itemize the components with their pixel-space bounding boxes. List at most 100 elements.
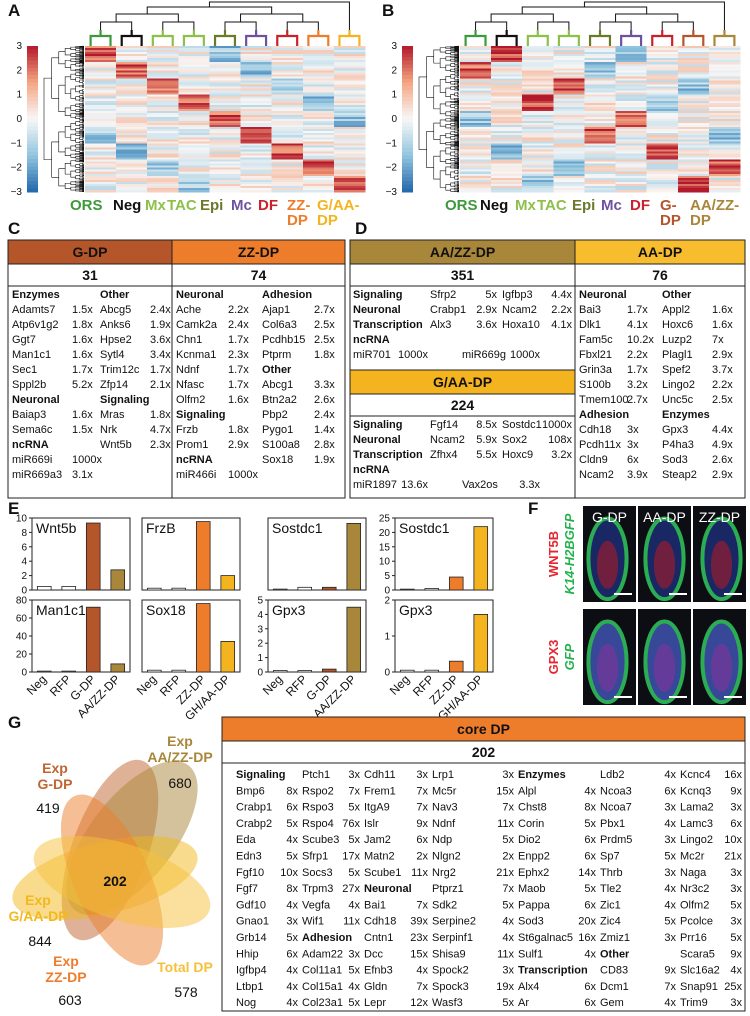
heatmap-cell [584, 133, 616, 136]
heatmap-cell [522, 155, 554, 158]
heatmap-cell [708, 70, 741, 73]
heatmap-cell [85, 167, 117, 170]
heatmap-cell [240, 52, 272, 55]
heatmap-cell [209, 137, 241, 140]
section-heading: Adhesion [262, 289, 312, 301]
color-scale-step [27, 75, 38, 80]
heatmap-cell [584, 46, 616, 49]
heatmap-cell [240, 137, 272, 140]
heatmap-cell [522, 110, 554, 114]
color-scale-step [27, 46, 38, 51]
section-heading: Adhesion [302, 932, 352, 944]
heatmap-cell [584, 173, 616, 177]
heatmap-cell [271, 48, 304, 51]
bar [61, 586, 77, 591]
heatmap-cell [677, 179, 710, 183]
gene: Zmiz1 [600, 932, 630, 944]
heatmap-cell [302, 165, 335, 168]
heatmap-cell [553, 92, 585, 95]
heatmap-cell [708, 108, 741, 112]
gene: Bai1 [364, 899, 386, 911]
color-scale-step [402, 82, 413, 87]
heatmap-cell [677, 94, 710, 97]
heatmap-cell [553, 143, 585, 146]
color-scale-step [402, 56, 413, 61]
heatmap-cell [302, 72, 335, 75]
heatmap-cell [85, 68, 117, 71]
heatmap-cell [302, 127, 335, 130]
heatmap-cell [460, 50, 492, 53]
heatmap-cell [302, 189, 335, 193]
heatmap-cell [178, 161, 210, 164]
column-label: ORS [70, 197, 103, 214]
heatmap-cell [677, 187, 710, 191]
heatmap-cell [302, 123, 335, 126]
heatmap-cell [271, 147, 304, 150]
gene: Nav3 [432, 802, 458, 814]
heatmap-cell [460, 96, 492, 100]
heatmap-cell [85, 145, 117, 148]
heatmap-cell [209, 153, 241, 156]
heatmap-cell [240, 48, 272, 51]
heatmap-cell [615, 50, 647, 53]
color-scale-step [27, 144, 38, 149]
heatmap-cell [85, 84, 117, 87]
heatmap-cell [209, 127, 241, 130]
heatmap-cell [460, 48, 492, 51]
heatmap-cell [116, 114, 148, 118]
heatmap-cell [584, 80, 616, 83]
heatmap-cell [333, 98, 366, 102]
heatmap-cell [116, 129, 148, 132]
heatmap-cell [116, 64, 148, 67]
heatmap-cell [240, 76, 272, 79]
heatmap-cell [271, 112, 304, 116]
heatmap-cell [302, 187, 335, 191]
bar [220, 575, 236, 591]
y-tick-label: 10 [379, 557, 391, 568]
heatmap-cell [584, 68, 616, 71]
fold-change: 6x [286, 802, 298, 814]
fold-change: 4.4x [712, 424, 733, 436]
heatmap-cell [178, 125, 210, 128]
heatmap-cell [302, 159, 335, 162]
heatmap-cell [522, 46, 554, 49]
heatmap-cell [553, 181, 585, 185]
heatmap-cell [584, 167, 616, 170]
heatmap-cell [209, 48, 241, 51]
heatmap-cell [147, 86, 179, 89]
heatmap-cell [491, 80, 523, 83]
column-label-line: Mx [145, 197, 166, 214]
heatmap-cell [553, 110, 585, 114]
heatmap-cell [708, 189, 741, 193]
heatmap-cell [333, 108, 366, 112]
heatmap-cell [147, 98, 179, 102]
fold-change: 1.7x [72, 364, 93, 376]
heatmap-cell [677, 48, 710, 51]
gene: Scube1 [364, 867, 401, 879]
heatmap-cell [460, 179, 492, 183]
column-label-line: AA/ZZ- [690, 197, 739, 214]
heatmap-cell [646, 127, 679, 130]
heatmap-cell [553, 187, 585, 191]
heatmap-cell [708, 153, 741, 156]
fold-change: 2.4x [314, 409, 335, 421]
heatmap-cell [522, 169, 554, 173]
heatmap-cell [240, 183, 272, 187]
heatmap-cell [460, 56, 492, 59]
gene: Efnb3 [364, 965, 393, 977]
heatmap-cell [522, 165, 554, 168]
y-tick-label: 10 [16, 514, 28, 525]
bar [424, 588, 440, 591]
gene: Ncam2 [430, 434, 465, 446]
heatmap-cell [491, 106, 523, 110]
heatmap-cell [178, 102, 210, 106]
bar [272, 670, 288, 673]
heatmap-cell [271, 62, 304, 65]
gene: Ar [518, 997, 529, 1009]
gene: Sytl4 [100, 349, 124, 361]
heatmap-cell [178, 114, 210, 118]
heatmap-cell [584, 102, 616, 106]
heatmap-cell [302, 129, 335, 132]
heatmap-cell [553, 123, 585, 126]
heatmap-cell [240, 68, 272, 71]
